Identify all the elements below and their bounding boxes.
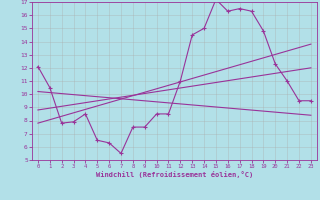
X-axis label: Windchill (Refroidissement éolien,°C): Windchill (Refroidissement éolien,°C) [96,171,253,178]
